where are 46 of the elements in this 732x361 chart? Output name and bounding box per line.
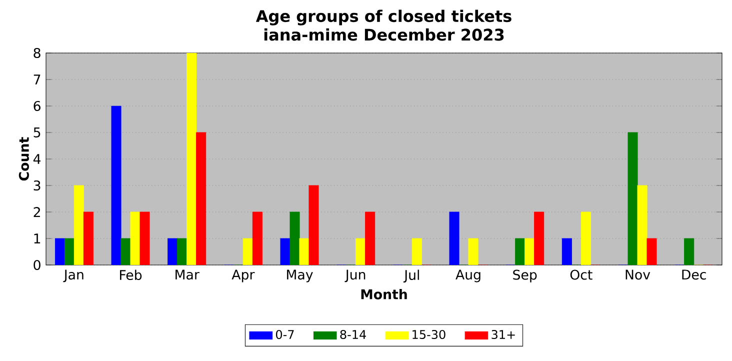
- y-axis-title: Count: [18, 137, 29, 180]
- bar: [637, 185, 648, 265]
- y-tick-label: 2: [34, 207, 40, 217]
- legend-label: 31+: [492, 330, 515, 340]
- x-tick-label: Jun: [344, 270, 366, 282]
- x-tick-label: Sep: [513, 270, 537, 282]
- x-axis-title: Month: [361, 288, 407, 300]
- chart-subtitle: iana-mime December 2023: [264, 28, 504, 41]
- bar: [280, 238, 290, 265]
- x-tick-label: Mar: [176, 270, 200, 280]
- bar: [54, 238, 65, 265]
- x-tick-label: Feb: [120, 270, 142, 280]
- y-tick-label: 7: [34, 74, 40, 84]
- x-tick-label: Oct: [570, 270, 592, 280]
- bar: [580, 212, 591, 265]
- bar: [242, 238, 253, 265]
- x-tick-label: May: [287, 270, 313, 282]
- y-tick-label: 1: [34, 234, 40, 244]
- y-tick-label: 6: [34, 100, 40, 112]
- y-tick-label: 5: [34, 128, 40, 138]
- legend-label: 8-14: [340, 330, 366, 340]
- bar: [111, 106, 122, 265]
- bar: [468, 238, 478, 265]
- x-tick-label: Jul: [403, 270, 419, 283]
- chart-title: Age groups of closed tickets: [256, 10, 512, 26]
- bar: [524, 238, 535, 265]
- bar: [562, 238, 572, 265]
- y-tick-label: 4: [33, 154, 41, 164]
- bar: [168, 238, 178, 265]
- legend-label: 15-30: [412, 330, 446, 340]
- bar: [186, 53, 197, 265]
- y-tick-label: 3: [34, 180, 40, 191]
- bar: [356, 238, 366, 265]
- x-tick-label: Dec: [682, 270, 706, 280]
- x-tick-label: Aug: [456, 270, 480, 282]
- y-tick-label: 0: [34, 260, 40, 270]
- bar: [74, 185, 84, 265]
- bar: [449, 212, 460, 265]
- x-tick-label: Jan: [63, 270, 84, 282]
- bar: [130, 212, 140, 265]
- x-tick-label: Apr: [232, 270, 255, 282]
- bar: [299, 238, 310, 265]
- bar: [412, 238, 422, 265]
- legend-label: 0-7: [276, 330, 294, 340]
- y-tick-label: 8: [34, 48, 40, 58]
- x-tick-label: Nov: [626, 270, 650, 280]
